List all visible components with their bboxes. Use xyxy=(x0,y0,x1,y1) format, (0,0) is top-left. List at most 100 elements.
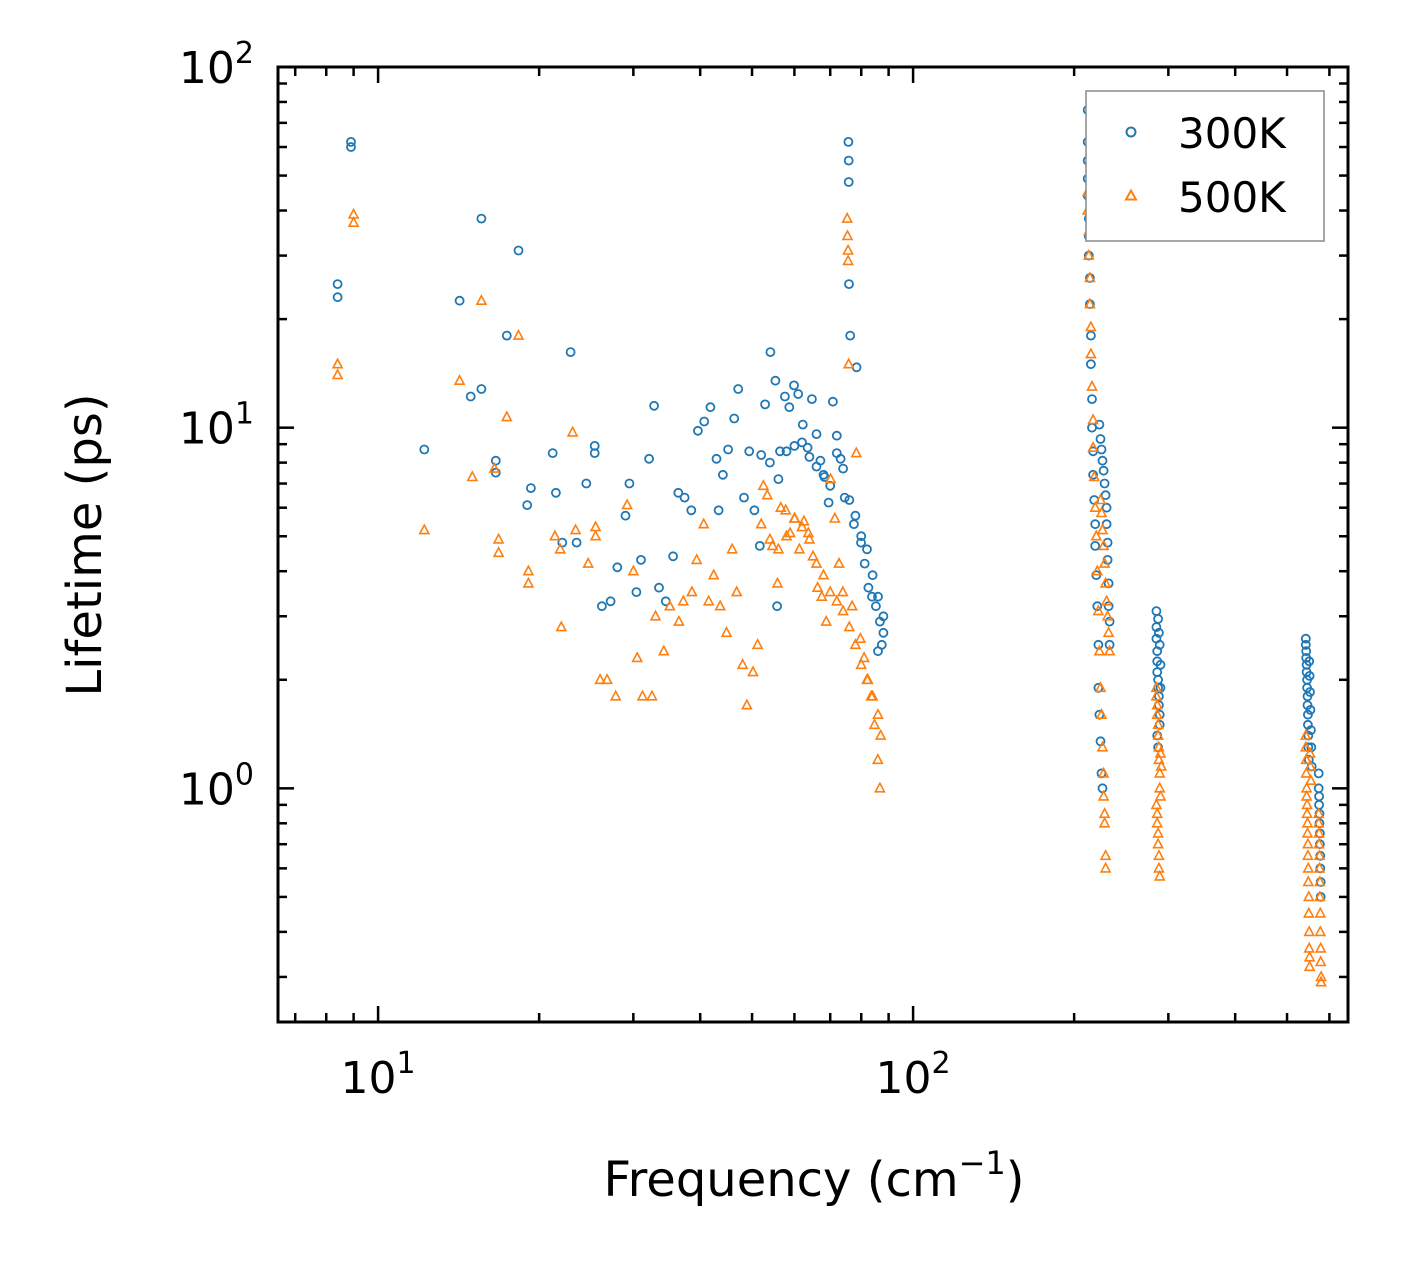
data-point xyxy=(663,599,676,611)
data-point xyxy=(1099,478,1110,489)
data-point xyxy=(707,568,720,580)
data-point xyxy=(597,601,607,612)
data-point xyxy=(802,442,813,453)
series-300k xyxy=(332,105,1326,902)
data-point xyxy=(1314,941,1327,953)
data-point xyxy=(781,446,792,457)
data-point xyxy=(668,551,678,562)
data-point xyxy=(867,570,878,581)
data-point xyxy=(1152,837,1164,849)
data-point xyxy=(566,425,579,437)
data-point xyxy=(644,453,654,464)
data-point xyxy=(697,517,710,529)
data-point xyxy=(1153,869,1166,881)
x-tick-label: 102 xyxy=(876,1046,951,1104)
data-point xyxy=(705,402,716,413)
data-point xyxy=(803,532,816,544)
data-point xyxy=(774,500,787,513)
data-point xyxy=(1300,639,1311,650)
data-point xyxy=(673,614,685,626)
data-point xyxy=(1095,707,1108,720)
data-point xyxy=(1086,379,1098,391)
data-point xyxy=(850,446,863,458)
data-point xyxy=(861,673,873,685)
data-point xyxy=(838,463,848,474)
data-point xyxy=(465,391,476,402)
data-point xyxy=(1152,728,1164,740)
data-point xyxy=(1299,740,1312,752)
data-point xyxy=(741,698,753,710)
data-point xyxy=(332,279,343,290)
legend-box xyxy=(1085,90,1325,242)
data-point xyxy=(844,279,854,290)
data-point xyxy=(820,614,833,626)
data-point xyxy=(858,651,870,663)
data-point xyxy=(636,555,646,565)
legend-marker-500k xyxy=(1124,188,1138,201)
plot-marks xyxy=(331,105,1327,987)
y-tick-label-exponent: 0 xyxy=(235,757,254,792)
data-point xyxy=(654,582,664,593)
data-point xyxy=(1096,740,1109,752)
data-point xyxy=(874,781,886,793)
data-point xyxy=(1088,469,1098,480)
data-point xyxy=(565,347,576,358)
data-point xyxy=(594,673,606,685)
data-point xyxy=(793,542,806,554)
data-point xyxy=(842,243,854,255)
data-point xyxy=(1086,359,1096,370)
data-point xyxy=(1093,644,1106,656)
data-point xyxy=(589,448,600,459)
data-point xyxy=(419,444,430,455)
data-point xyxy=(1155,659,1166,670)
data-point xyxy=(1090,519,1101,530)
data-point xyxy=(843,620,856,632)
data-point xyxy=(733,384,744,394)
data-point xyxy=(772,542,785,554)
data-point xyxy=(756,450,767,460)
data-point xyxy=(1314,906,1327,918)
data-point xyxy=(797,419,808,430)
y-tick-label: 102 xyxy=(179,36,254,94)
data-point xyxy=(1089,500,1102,513)
data-point xyxy=(1097,455,1108,466)
data-point xyxy=(581,478,592,489)
data-point xyxy=(867,591,877,602)
y-tick-label-exponent: 2 xyxy=(235,36,254,71)
data-point xyxy=(859,558,870,569)
data-point xyxy=(1151,816,1164,828)
data-point xyxy=(612,562,623,573)
data-point xyxy=(649,400,659,411)
data-point xyxy=(1154,627,1164,638)
data-point xyxy=(729,413,740,424)
data-point xyxy=(1303,960,1316,972)
data-point xyxy=(744,446,755,457)
data-point xyxy=(872,707,884,720)
data-point xyxy=(736,658,749,670)
data-point xyxy=(739,492,749,503)
data-point xyxy=(1301,826,1314,838)
data-point xyxy=(1098,465,1109,476)
data-point xyxy=(828,511,841,523)
data-point xyxy=(789,440,800,451)
data-point xyxy=(686,505,697,516)
data-point xyxy=(846,599,858,611)
data-point xyxy=(874,728,887,740)
data-point xyxy=(1302,849,1314,861)
data-point xyxy=(1313,861,1326,873)
y-tick-label: 100 xyxy=(179,757,254,815)
data-point xyxy=(693,425,703,436)
data-point xyxy=(1305,705,1316,715)
data-point xyxy=(526,483,536,494)
data-point xyxy=(627,564,640,576)
data-point xyxy=(346,142,356,152)
data-point xyxy=(1100,490,1111,501)
data-point xyxy=(1302,906,1315,918)
data-point xyxy=(1152,718,1164,730)
data-point xyxy=(842,357,855,369)
data-point xyxy=(500,410,513,422)
data-point xyxy=(862,544,872,555)
data-point xyxy=(824,472,837,484)
data-point xyxy=(699,416,710,427)
data-point xyxy=(1304,746,1316,758)
